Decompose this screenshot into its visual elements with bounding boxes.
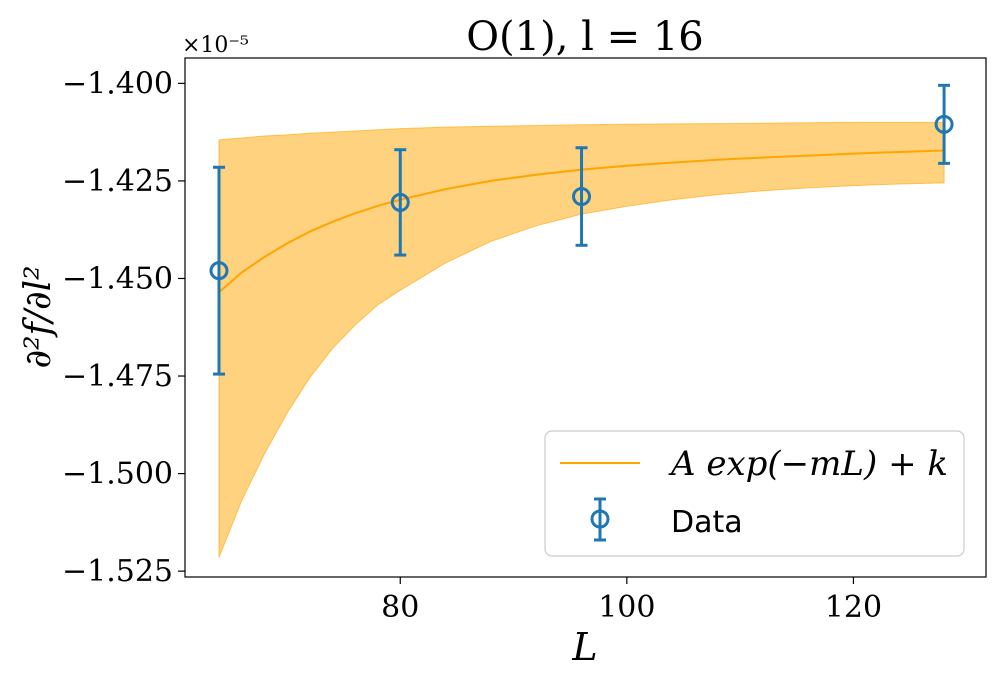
axis-ticks: 80 100 120 −1.400 −1.425 −1.450 −1.475 −1.500 −1… [62, 66, 882, 625]
plot-area [209, 83, 954, 558]
x-tick-label: 100 [598, 590, 655, 625]
chart-title: O(1), l = 16 [466, 14, 704, 60]
x-axis-label: L [571, 625, 597, 669]
fit-line [218, 149, 945, 293]
y-tick-label: −1.400 [62, 66, 173, 101]
legend: A exp(−mL) + k Data [544, 430, 965, 557]
y-tick-label: −1.475 [62, 359, 173, 394]
x-tick-label: 120 [825, 590, 882, 625]
y-axis-label: ∂²f/∂l² [18, 265, 59, 368]
y-tick-label: −1.525 [62, 554, 173, 589]
data-point [934, 114, 954, 134]
y-tick-label: −1.425 [62, 164, 173, 199]
data-point [209, 261, 229, 281]
y-offset-text: ×10⁻⁵ [182, 33, 249, 58]
x-tick-label: 80 [381, 590, 419, 625]
legend-fit-label: A exp(−mL) + k [668, 444, 948, 484]
data-point [390, 192, 410, 212]
legend-data-marker [590, 509, 610, 529]
data-point [572, 187, 592, 207]
legend-data-label: Data [671, 505, 743, 540]
y-tick-label: −1.500 [62, 457, 173, 492]
legend-box [544, 430, 965, 557]
axes-frame [184, 57, 987, 578]
y-tick-label: −1.450 [62, 261, 173, 296]
